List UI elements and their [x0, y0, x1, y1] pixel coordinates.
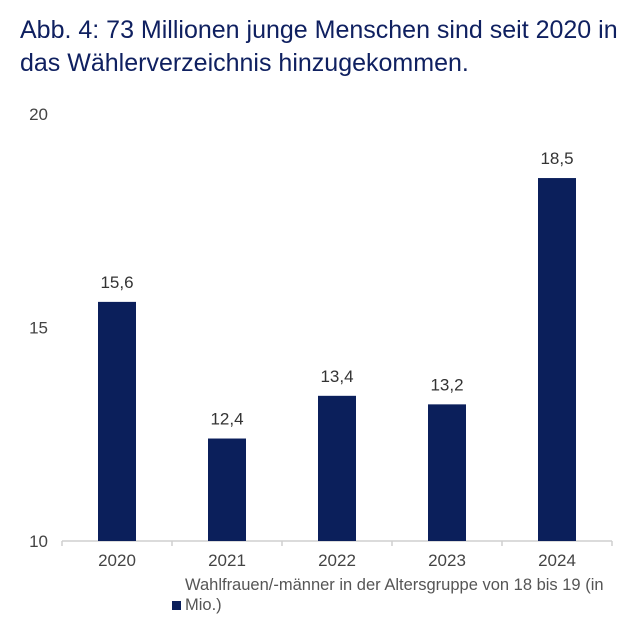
chart-title: Abb. 4: 73 Millionen junge Menschen sind…	[20, 16, 618, 77]
x-tick-label: 2023	[428, 551, 466, 570]
bar-2020	[98, 301, 136, 541]
y-tick-label: 10	[29, 532, 48, 551]
legend-label: Wahlfrauen/-männer in der Altersgruppe v…	[185, 576, 604, 614]
y-tick-label: 15	[29, 319, 48, 338]
y-tick-label: 20	[29, 105, 48, 124]
legend-swatch	[172, 601, 181, 610]
data-label: 18,5	[540, 149, 573, 168]
data-label: 13,4	[320, 367, 353, 386]
data-label: 12,4	[210, 410, 243, 429]
legend: Wahlfrauen/-männer in der Altersgruppe v…	[172, 575, 615, 615]
data-label: 13,2	[430, 375, 463, 394]
data-label: 15,6	[100, 273, 133, 292]
x-tick-label: 2020	[98, 551, 136, 570]
bar-2023	[428, 404, 466, 541]
bar-2022	[318, 395, 356, 541]
x-tick-label: 2024	[538, 551, 576, 570]
bar-2024	[538, 178, 576, 542]
x-tick-label: 2021	[208, 551, 246, 570]
x-tick-label: 2022	[318, 551, 356, 570]
bar-2021	[208, 438, 246, 541]
